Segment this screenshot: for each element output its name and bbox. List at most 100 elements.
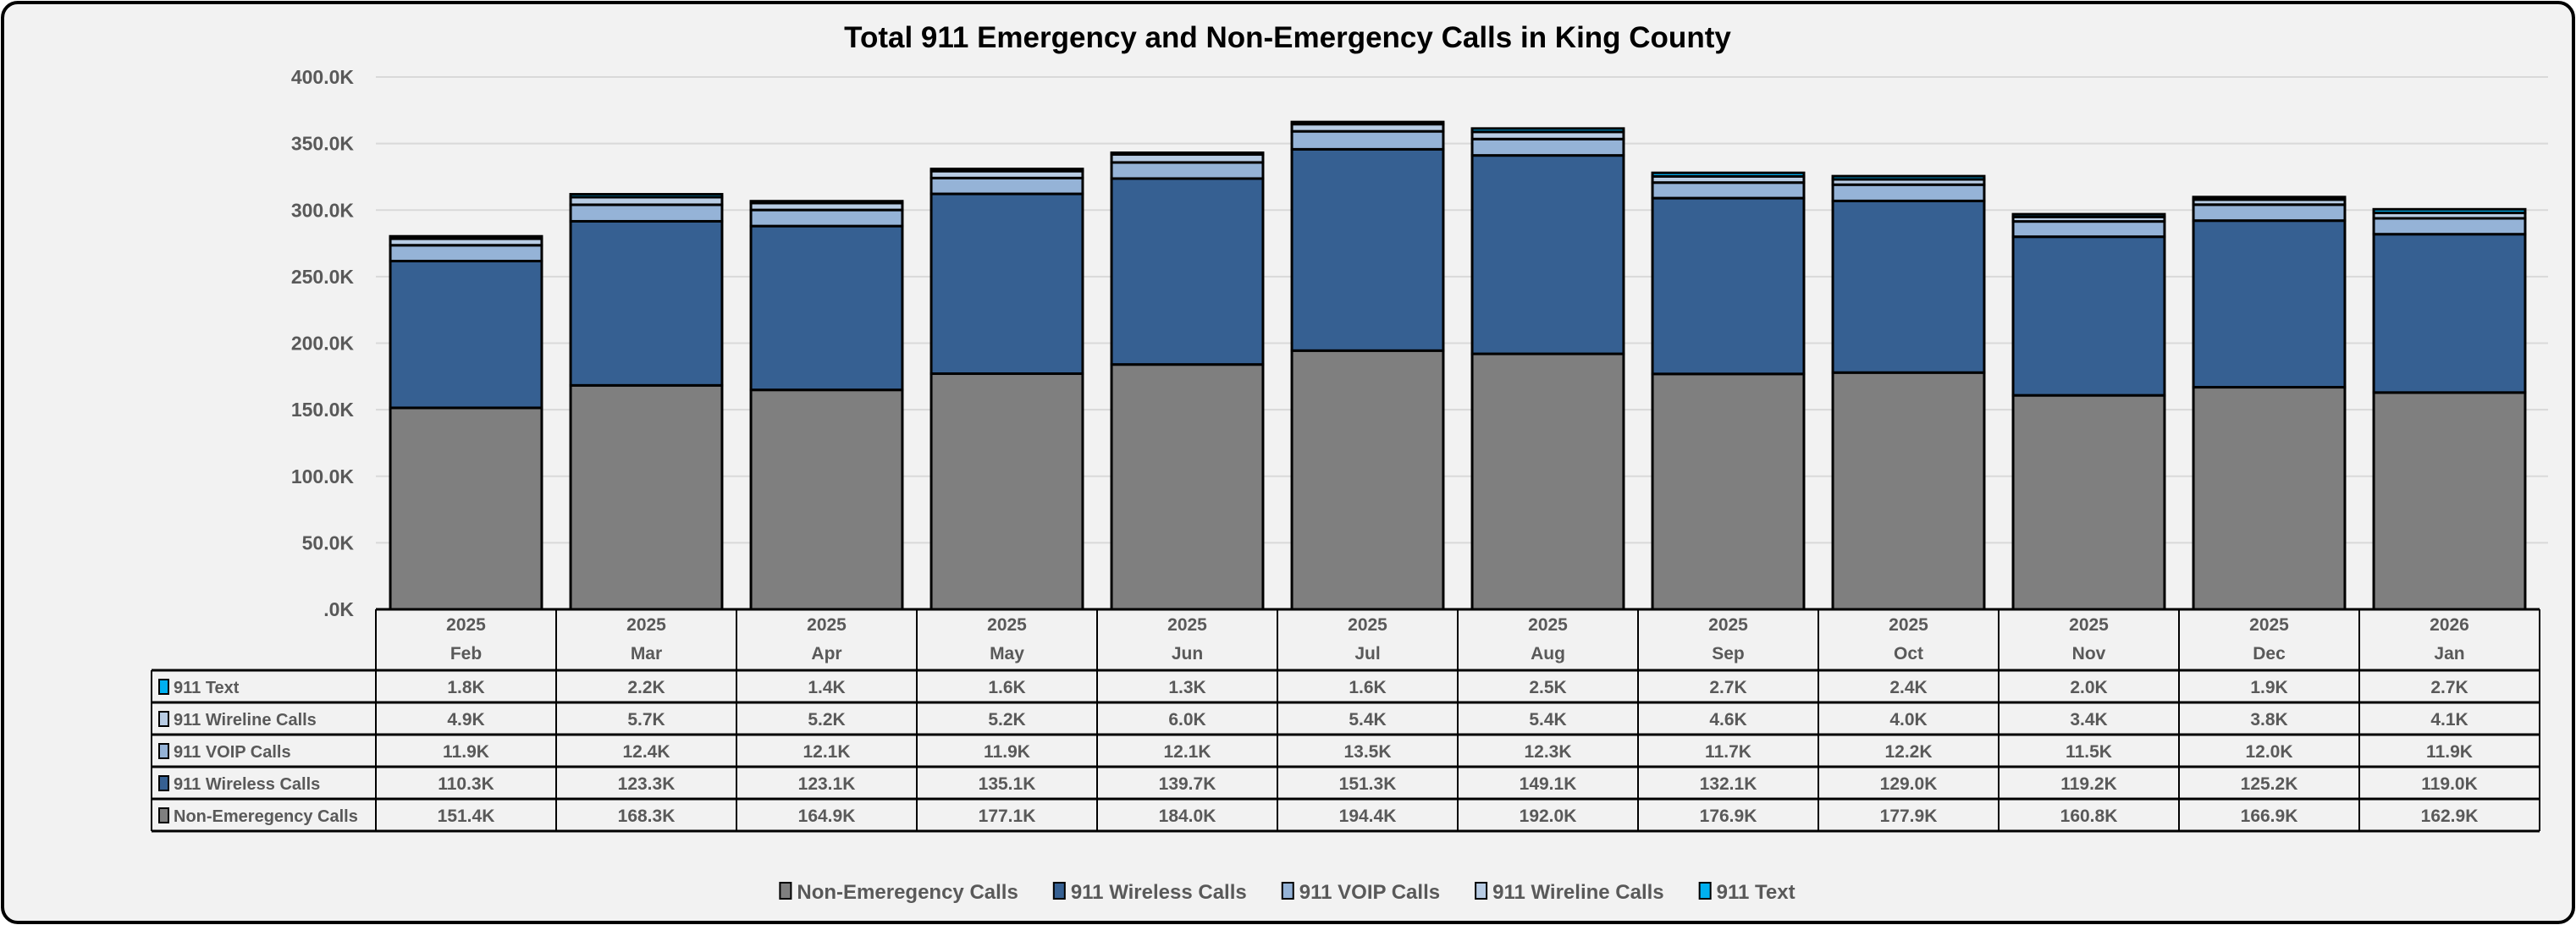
table-header-year: 2026 <box>2430 615 2469 635</box>
table-cell: 2.2K <box>627 678 665 697</box>
y-tick-label: 100.0K <box>291 465 355 487</box>
table-cell: 135.1K <box>979 774 1036 794</box>
bar-segment-911-text <box>389 234 543 240</box>
table-cell: 2.5K <box>1529 678 1566 697</box>
legend-swatch <box>1475 882 1488 900</box>
table-cell: 1.3K <box>1168 678 1205 697</box>
table-row-label: Non-Emeregency Calls <box>174 807 358 826</box>
table-header-month: Jun <box>1172 644 1203 663</box>
legend-label: Non-Emeregency Calls <box>797 881 1018 904</box>
bar-segment-911-wireless-calls <box>1470 154 1625 355</box>
table-cell: 166.9K <box>2241 807 2298 826</box>
bar-segment-911-wireless-calls <box>389 259 543 410</box>
table-header-month: Mar <box>631 644 662 663</box>
table-cell: 177.9K <box>1880 807 1938 826</box>
table-cell: 13.5K <box>1343 742 1391 762</box>
table-header-month: Aug <box>1531 644 1565 663</box>
bar-segment-non-emeregency-calls <box>2011 394 2166 611</box>
bar-segment-911-wireless-calls <box>1110 177 1265 366</box>
table-cell: 1.9K <box>2250 678 2287 697</box>
bar-segment-911-wireless-calls <box>929 192 1084 376</box>
table-cell: 5.2K <box>988 710 1025 730</box>
table-header-year: 2025 <box>626 615 666 635</box>
table-cell: 2.7K <box>2430 678 2468 697</box>
table-cell: 12.1K <box>1163 742 1211 762</box>
legend-key-swatch <box>158 775 169 791</box>
legend-swatch <box>1281 882 1294 900</box>
legend-item: 911 Wireline Calls <box>1475 881 1664 904</box>
table-header-month: Feb <box>450 644 482 663</box>
table-cell: 110.3K <box>438 774 494 794</box>
table-cell: 5.4K <box>1349 710 1386 730</box>
bar-segment-911-voip-calls <box>569 203 724 223</box>
legend-item: 911 Text <box>1698 881 1795 904</box>
table-header-month: Sep <box>1712 644 1745 663</box>
bar-segment-911-voip-calls <box>2011 220 2166 239</box>
table-cell: 119.0K <box>2421 774 2478 794</box>
table-header-year: 2025 <box>807 615 847 635</box>
legend-swatch <box>779 882 792 900</box>
bar-segment-911-text <box>1831 174 1986 181</box>
table-cell: 119.2K <box>2060 774 2117 794</box>
legend-swatch <box>1052 882 1066 900</box>
table-cell: 2.0K <box>2070 678 2107 697</box>
bar-segment-911-voip-calls <box>2192 203 2347 223</box>
bar-segment-911-voip-calls <box>1470 137 1625 157</box>
bar-segment-non-emeregency-calls <box>929 372 1084 611</box>
table-cell: 4.9K <box>447 710 484 730</box>
table-cell: 139.7K <box>1159 774 1216 794</box>
bar-segment-non-emeregency-calls <box>2192 386 2347 611</box>
bar-segment-non-emeregency-calls <box>1831 371 1986 611</box>
legend-key-swatch <box>158 679 169 695</box>
bar-segment-non-emeregency-calls <box>749 388 904 611</box>
table-cell: 192.0K <box>1520 807 1577 826</box>
table-cell: 151.4K <box>438 807 495 826</box>
table-cell: 11.7K <box>1705 742 1751 762</box>
bar-segment-non-emeregency-calls <box>569 383 724 611</box>
table-header-month: Nov <box>2072 644 2106 663</box>
table-cell: 3.4K <box>2070 710 2107 730</box>
legend-label: 911 Wireless Calls <box>1071 881 1247 904</box>
table-cell: 2.4K <box>1889 678 1927 697</box>
table-cell: 12.1K <box>803 742 850 762</box>
bar-segment-911-text <box>1290 120 1445 126</box>
table-cell: 12.3K <box>1524 742 1571 762</box>
table-row-label: 911 Wireline Calls <box>174 711 317 730</box>
bar-segment-911-text <box>929 168 1084 173</box>
bar-segment-non-emeregency-calls <box>1110 363 1265 611</box>
table-cell: 168.3K <box>618 807 676 826</box>
bar-segment-911-wireless-calls <box>1651 196 1806 376</box>
table-cell: 1.6K <box>1349 678 1386 697</box>
table-header-year: 2025 <box>446 615 486 635</box>
y-tick-label: 200.0K <box>291 333 355 355</box>
bar-segment-911-voip-calls <box>1110 161 1265 180</box>
bar-segment-911-voip-calls <box>749 208 904 228</box>
table-row-label: 911 VOIP Calls <box>174 743 291 762</box>
bar-segment-non-emeregency-calls <box>1470 352 1625 611</box>
y-tick-label: 400.0K <box>291 66 355 88</box>
table-cell: 12.2K <box>1884 742 1932 762</box>
legend-swatch <box>1698 882 1712 900</box>
table-cell: 4.0K <box>1889 710 1927 730</box>
table-cell: 194.4K <box>1339 807 1397 826</box>
table-cell: 5.7K <box>627 710 665 730</box>
table-header-year: 2025 <box>1348 615 1387 635</box>
table-header-month: May <box>990 644 1024 663</box>
bar-segment-911-wireless-calls <box>569 219 724 387</box>
table-cell: 11.5K <box>2066 742 2112 762</box>
bar-segment-911-voip-calls <box>1290 129 1445 151</box>
table-header-year: 2025 <box>1708 615 1748 635</box>
bar-segment-911-voip-calls <box>929 176 1084 195</box>
table-header-year: 2025 <box>1889 615 1928 635</box>
table-cell: 162.9K <box>2421 807 2479 826</box>
bar-segment-non-emeregency-calls <box>1290 349 1445 611</box>
bar-segment-911-wireless-calls <box>1290 147 1445 352</box>
bar-segment-non-emeregency-calls <box>2372 391 2527 611</box>
bar-segment-911-text <box>569 193 724 199</box>
y-tick-label: 50.0K <box>302 531 355 553</box>
table-header-month: Apr <box>811 644 841 663</box>
table-cell: 129.0K <box>1880 774 1938 794</box>
table-cell: 184.0K <box>1159 807 1216 826</box>
legend-item: 911 Wireless Calls <box>1052 881 1247 904</box>
bar-segment-911-wireless-calls <box>2192 219 2347 389</box>
